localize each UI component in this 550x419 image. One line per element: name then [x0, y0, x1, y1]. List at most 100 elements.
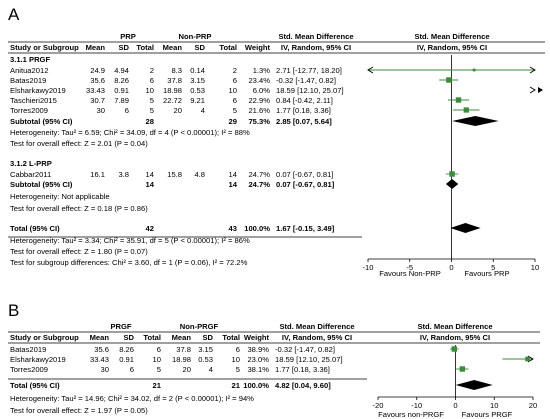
- study-estimate-marker: [525, 356, 530, 362]
- col-header-mean-c: Mean: [163, 43, 183, 52]
- sd-e: 6: [130, 365, 134, 374]
- sd-c: 9.21: [190, 96, 205, 105]
- col-header-mean-e: Mean: [86, 43, 106, 52]
- col-header-mean-c: Mean: [172, 333, 192, 342]
- total-c: 5: [236, 365, 240, 374]
- forest-plot-b: -20 -10 0 10 20: [373, 345, 537, 410]
- sd-c: 0.53: [198, 355, 213, 364]
- x-tick-label: 5: [491, 263, 495, 272]
- study-estimate-marker: [451, 346, 457, 352]
- group-header-experimental: PRP: [120, 32, 136, 41]
- sd-e: 0.91: [119, 355, 134, 364]
- total-c: 2: [233, 66, 237, 75]
- sd-c: 3.15: [190, 76, 205, 85]
- total-e: 6: [157, 345, 161, 354]
- total-e: 6: [150, 76, 154, 85]
- pooled-diamond: [445, 179, 459, 189]
- x-tick-label: -5: [406, 263, 413, 272]
- panel-b-letter: B: [8, 301, 19, 320]
- study-name: Taschieri2015: [10, 96, 57, 105]
- weight: 23.0%: [247, 355, 269, 364]
- total-c: 6: [233, 76, 237, 85]
- weight: 24.7%: [248, 170, 270, 179]
- mean-c: 20: [183, 365, 191, 374]
- panel-a: A PRP Non-PRP Std. Mean Difference Std. …: [8, 5, 545, 278]
- ci-text: -0.32 [-1.47, 0.82]: [276, 76, 336, 85]
- x-tick-label: -20: [373, 401, 384, 410]
- subtotal-label: Subtotal (95% CI): [10, 117, 73, 126]
- sd-e: 8.26: [114, 76, 129, 85]
- mean-e: 30: [97, 106, 105, 115]
- weight: 38.1%: [247, 365, 269, 374]
- total-c: 10: [229, 86, 237, 95]
- col-header-plot-ci: IV, Random, 95% CI: [417, 43, 487, 52]
- subgroup-title: 3.1.1 PRGF: [10, 55, 50, 64]
- study-name: Batas2019: [10, 345, 46, 354]
- favours-left-label: Favours non-PRGF: [378, 410, 444, 419]
- favours-right-label: Favours PRGF: [462, 410, 513, 419]
- study-estimate-marker: [463, 107, 469, 113]
- sd-e: 8.26: [119, 345, 134, 354]
- subtotal-weight: 75.3%: [248, 117, 270, 126]
- col-header-sd-c: SD: [194, 43, 205, 52]
- mean-c: 20: [174, 106, 182, 115]
- col-header-total-c: Total: [219, 43, 237, 52]
- ci-arrow-right: [529, 86, 536, 94]
- total-total-c: 21: [232, 381, 241, 390]
- col-header-weight: Weight: [245, 43, 271, 52]
- pooled-diamond: [450, 223, 481, 233]
- pooled-diamond: [452, 116, 499, 126]
- mean-e: 35.6: [94, 345, 109, 354]
- sd-c: 0.53: [190, 86, 205, 95]
- subtotal-total-e: 28: [146, 117, 154, 126]
- mean-c: 8.3: [171, 66, 182, 75]
- total-total-c: 43: [229, 224, 237, 233]
- sd-c: 0.14: [190, 66, 205, 75]
- study-name: Cabbar2011: [10, 170, 51, 179]
- col-header-ci: IV, Random, 95% CI: [282, 333, 352, 342]
- study-estimate-marker: [472, 68, 476, 72]
- group-header-plot: Std. Mean Difference: [417, 322, 492, 331]
- overall-test-text: Test for overall effect: Z = 0.18 (P = 0…: [10, 204, 148, 213]
- x-tick-label: 20: [529, 401, 537, 410]
- study-name: Elsharkawy2019: [10, 86, 66, 95]
- study-estimate-marker: [459, 366, 466, 372]
- subtotal-total-c: 14: [229, 180, 238, 189]
- subtotal-ci: 2.85 [0.07, 5.64]: [276, 117, 332, 126]
- total-e: 5: [157, 365, 161, 374]
- mean-c: 18.98: [163, 86, 182, 95]
- total-label: Total (95% CI): [10, 381, 60, 390]
- total-weight: 100.0%: [243, 381, 269, 390]
- total-e: 10: [153, 355, 161, 364]
- group-header-control: Non-PRP: [179, 32, 212, 41]
- footer-heterogeneity: Heterogeneity: Tau² = 14.96; Chi² = 34.0…: [10, 394, 254, 403]
- group-header-smd: Std. Mean Difference: [278, 32, 353, 41]
- ci-arrow-left: [367, 66, 374, 74]
- study-estimate-marker: [449, 171, 455, 177]
- mean-c: 15.8: [167, 170, 182, 179]
- weight: 1.3%: [253, 66, 271, 75]
- subtotal-total-c: 29: [229, 117, 237, 126]
- sd-c: 4: [201, 106, 205, 115]
- col-header-mean-e: Mean: [90, 333, 110, 342]
- pooled-diamond: [455, 380, 493, 390]
- overall-test-text: Test for overall effect: Z = 2.01 (P = 0…: [10, 139, 148, 148]
- mean-e: 30: [101, 365, 109, 374]
- mean-c: 37.8: [167, 76, 182, 85]
- ci-text: 18.59 [12.10, 25.07]: [276, 86, 344, 95]
- col-header-total-c: Total: [222, 333, 240, 342]
- weight: 23.4%: [248, 76, 270, 85]
- weight: 6.0%: [253, 86, 271, 95]
- weight: 38.9%: [247, 345, 269, 354]
- total-e: 10: [146, 86, 154, 95]
- ci-text: -0.32 [-1.47, 0.82]: [275, 345, 335, 354]
- mean-c: 22.72: [163, 96, 182, 105]
- footer-overall-test: Test for overall effect: Z = 1.80 (P = 0…: [10, 247, 148, 256]
- group-header-smd: Std. Mean Difference: [279, 322, 354, 331]
- sd-e: 3.8: [118, 170, 129, 179]
- col-header-study: Study or Subgroup: [10, 333, 79, 342]
- mean-c: 37.8: [176, 345, 191, 354]
- col-header-study: Study or Subgroup: [10, 43, 79, 52]
- col-header-sd-e: SD: [123, 333, 134, 342]
